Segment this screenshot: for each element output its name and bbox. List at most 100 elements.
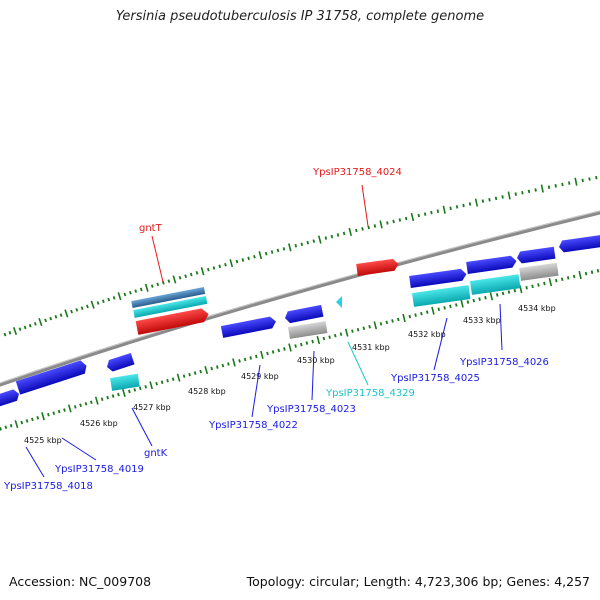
gene-YpsIP31758_4329-marker[interactable]: [336, 296, 342, 308]
upper-rail-minor-tick: [547, 185, 551, 189]
upper-rail-minor-tick: [300, 242, 304, 247]
upper-rail-minor-tick: [75, 308, 79, 312]
gene-right-edge-arrow[interactable]: [558, 234, 600, 253]
upper-rail-minor-tick: [224, 262, 227, 267]
upper-rail-minor-tick: [488, 198, 491, 202]
gene-YpsIP31758_4025-arrow[interactable]: [409, 268, 467, 288]
lower-rail-minor-tick: [555, 278, 558, 283]
upper-rail-minor-tick: [156, 282, 160, 287]
lower-rail-minor-tick: [525, 286, 528, 290]
tick-label-4526: 4526 kbp: [80, 419, 118, 428]
gene-label-gntK[interactable]: gntK: [144, 448, 168, 459]
gene-YpsIP31758_4023-gray-box[interactable]: [288, 321, 328, 339]
upper-rail-major-tick: [200, 267, 205, 276]
gene-features: [0, 234, 600, 407]
gene-YpsIP31758_4018-arrow[interactable]: [0, 388, 21, 407]
upper-rail-minor-tick: [247, 256, 250, 261]
lower-rail-minor-tick: [199, 369, 202, 374]
gene-small-blue-arrow[interactable]: [105, 352, 135, 373]
upper-rail-minor-tick: [86, 304, 89, 309]
lower-rail-minor-tick: [210, 366, 214, 371]
gene-YpsIP31758_4025-cyan-box[interactable]: [412, 285, 471, 307]
upper-rail-minor-tick: [178, 276, 182, 280]
gene-YpsIP31758_4024-arrow[interactable]: [356, 258, 399, 276]
lower-rail-minor-tick: [271, 350, 275, 354]
lower-rail-minor-tick: [171, 377, 175, 381]
lower-rail-minor-tick: [311, 339, 314, 344]
lower-rail-minor-tick: [368, 324, 371, 329]
gene-label-YpsIP31758_4018[interactable]: YpsIP31758_4018: [3, 481, 93, 492]
gene-YpsIP31758_4019-arrow[interactable]: [15, 359, 89, 395]
lower-rail-minor-tick: [255, 354, 258, 359]
lower-rail-minor-tick: [351, 329, 354, 333]
lower-rail-minor-tick: [478, 297, 481, 302]
lower-rail-minor-tick: [227, 362, 230, 366]
gene-label-YpsIP31758_4022[interactable]: YpsIP31758_4022: [208, 420, 298, 431]
gene-label-YpsIP31758_4329[interactable]: YpsIP31758_4329: [325, 388, 415, 399]
tick-label-4527: 4527 kbp: [133, 403, 171, 412]
lower-rail-minor-tick: [100, 397, 104, 401]
lower-rail-minor-tick: [182, 374, 186, 378]
lower-tick-rail: [0, 268, 600, 431]
upper-rail-major-tick: [90, 300, 95, 309]
lower-rail-minor-tick: [566, 276, 570, 280]
gene-YpsIP31758_4026-cyan-box[interactable]: [470, 274, 521, 295]
upper-rail-minor-tick: [336, 233, 340, 237]
upper-rail-minor-tick: [80, 306, 84, 310]
lower-rail-major-tick: [41, 412, 45, 421]
upper-rail-minor-tick: [430, 210, 433, 215]
lower-rail-minor-tick: [277, 348, 281, 353]
lower-rail-minor-tick: [36, 416, 40, 420]
gene-YpsIP31758_4023-arrow[interactable]: [284, 304, 324, 324]
lower-rail-major-tick: [344, 328, 349, 337]
upper-rail-minor-tick: [534, 188, 537, 192]
upper-rail-minor-tick: [306, 240, 309, 245]
map-title: Yersinia pseudotuberculosis IP 31758, co…: [115, 9, 485, 24]
gene-gntK-box[interactable]: [110, 373, 140, 391]
upper-rail-major-tick: [229, 259, 234, 268]
lower-rail-minor-tick: [266, 351, 269, 356]
lower-rail-minor-tick: [106, 395, 109, 400]
gene-gntT-arrow[interactable]: [135, 307, 210, 335]
gene-label-YpsIP31758_4024[interactable]: YpsIP31758_4024: [312, 167, 402, 178]
lower-rail-minor-tick: [596, 268, 600, 273]
upper-rail-minor-tick: [588, 177, 591, 181]
lower-rail-minor-tick: [128, 389, 131, 394]
upper-rail-minor-tick: [33, 322, 37, 326]
lower-rail-minor-tick: [495, 293, 499, 297]
upper-rail-minor-tick: [367, 225, 370, 230]
lower-rail-minor-tick: [9, 423, 13, 428]
tick-labels: 4525 kbp 4526 kbp 4527 kbp 4528 kbp 4529…: [24, 304, 556, 445]
gene-YpsIP31758_4026-arrow[interactable]: [466, 255, 517, 274]
gene-gntT-steel-bar[interactable]: [131, 286, 206, 308]
upper-rail-minor-tick: [270, 250, 274, 254]
lower-rail-minor-tick: [513, 288, 517, 293]
gene-YpsIP31758_4022-arrow[interactable]: [220, 316, 277, 338]
gene-next-blue-arrow[interactable]: [516, 246, 556, 264]
lower-rail-minor-tick: [90, 400, 93, 405]
lower-rail-minor-tick: [216, 365, 219, 369]
gene-label-YpsIP31758_4023[interactable]: YpsIP31758_4023: [266, 404, 356, 415]
gene-gntT-cyan-bar[interactable]: [133, 295, 208, 318]
lower-rail-major-tick: [288, 343, 292, 352]
gene-next-gray-box[interactable]: [519, 262, 559, 281]
label-leader-lines: [25, 184, 503, 478]
upper-rail-minor-tick: [521, 191, 524, 195]
lower-rail-minor-tick: [414, 313, 417, 317]
gene-label-YpsIP31758_4026[interactable]: YpsIP31758_4026: [459, 357, 549, 368]
upper-rail-minor-tick: [253, 254, 256, 259]
lower-rail-major-tick: [122, 388, 126, 398]
lower-rail-minor-tick: [305, 341, 309, 345]
gene-label-YpsIP31758_4019[interactable]: YpsIP31758_4019: [54, 464, 144, 475]
upper-rail-minor-tick: [373, 224, 377, 228]
lower-rail-minor-tick: [294, 344, 297, 348]
lower-rail-major-tick: [316, 335, 321, 345]
gene-label-YpsIP31758_4025[interactable]: YpsIP31758_4025: [390, 373, 480, 384]
upper-rail-minor-tick: [494, 196, 498, 201]
upper-tick-rail: [3, 175, 598, 337]
upper-rail-minor-tick: [342, 231, 346, 236]
upper-rail-major-tick: [379, 220, 383, 229]
gene-label-gntT[interactable]: gntT: [139, 223, 163, 234]
upper-rail-minor-tick: [123, 292, 127, 297]
